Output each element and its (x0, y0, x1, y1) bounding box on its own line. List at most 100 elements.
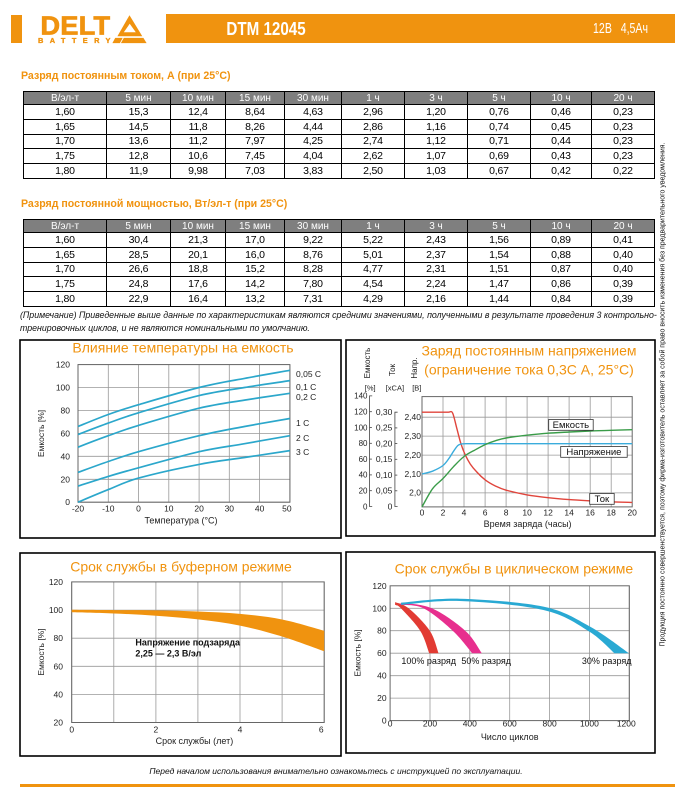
svg-text:0,10: 0,10 (376, 469, 393, 479)
svg-text:100% разряд: 100% разряд (402, 656, 457, 666)
svg-text:0: 0 (363, 502, 368, 511)
svg-text:2,10: 2,10 (405, 468, 422, 478)
svg-text:Емкость [%]: Емкость [%] (36, 628, 46, 675)
svg-text:400: 400 (463, 719, 477, 729)
svg-text:100: 100 (373, 603, 387, 613)
svg-text:80: 80 (61, 405, 71, 415)
svg-text:40: 40 (377, 671, 387, 681)
svg-text:2,0: 2,0 (409, 487, 421, 497)
svg-text:Срок службы (лет): Срок службы (лет) (156, 736, 234, 746)
svg-text:Емкость [%]: Емкость [%] (353, 629, 363, 676)
svg-text:1200: 1200 (617, 719, 636, 729)
svg-text:6: 6 (319, 724, 324, 734)
svg-text:60: 60 (359, 454, 368, 463)
svg-text:2,25 — 2,3 В/эл: 2,25 — 2,3 В/эл (136, 648, 202, 658)
svg-text:50: 50 (282, 503, 292, 513)
svg-text:Напр.: Напр. (410, 357, 419, 378)
svg-text:100: 100 (49, 605, 63, 615)
svg-text:20: 20 (628, 507, 638, 517)
svg-text:(ограничение тока 0,3С А, 25°С: (ограничение тока 0,3С А, 25°С) (424, 361, 634, 377)
svg-text:30% разряд: 30% разряд (582, 656, 632, 666)
svg-text:50% разряд: 50% разряд (462, 656, 512, 666)
svg-text:16: 16 (586, 507, 596, 517)
svg-text:0: 0 (66, 497, 71, 507)
svg-text:40: 40 (61, 451, 71, 461)
svg-text:0,05 C: 0,05 C (296, 369, 321, 379)
svg-text:BATTERY: BATTERY (38, 36, 117, 45)
svg-text:Напряжение подзаряда: Напряжение подзаряда (136, 637, 242, 647)
svg-text:Емкость: Емкость (363, 347, 372, 378)
svg-text:[В]: [В] (413, 383, 422, 392)
svg-text:Ток: Ток (388, 363, 397, 376)
svg-text:2,30: 2,30 (405, 430, 422, 440)
svg-text:-10: -10 (102, 503, 115, 513)
svg-text:Емкость [%]: Емкость [%] (36, 409, 46, 456)
svg-text:120: 120 (354, 407, 368, 416)
svg-text:120: 120 (56, 359, 70, 369)
svg-text:2,40: 2,40 (405, 412, 422, 422)
svg-text:0: 0 (420, 507, 425, 517)
svg-text:4: 4 (462, 507, 467, 517)
svg-text:2: 2 (154, 724, 159, 734)
svg-text:14: 14 (565, 507, 575, 517)
svg-text:20: 20 (359, 486, 368, 495)
svg-text:20: 20 (61, 474, 71, 484)
svg-text:60: 60 (377, 648, 387, 658)
svg-text:[%]: [%] (365, 383, 376, 392)
svg-text:0: 0 (388, 719, 393, 729)
svg-text:2 C: 2 C (296, 433, 309, 443)
svg-text:80: 80 (54, 633, 64, 643)
svg-text:0,25: 0,25 (376, 422, 393, 432)
svg-text:600: 600 (503, 719, 517, 729)
svg-text:2: 2 (441, 507, 446, 517)
svg-text:0,30: 0,30 (376, 407, 393, 417)
svg-text:1000: 1000 (580, 719, 599, 729)
svg-text:3 C: 3 C (296, 447, 309, 457)
svg-text:60: 60 (54, 661, 64, 671)
svg-text:20: 20 (54, 717, 64, 727)
svg-text:Время заряда (часы): Время заряда (часы) (484, 519, 572, 529)
svg-text:12: 12 (544, 507, 554, 517)
svg-text:Емкость: Емкость (553, 420, 590, 431)
svg-text:0: 0 (70, 724, 75, 734)
svg-text:DELT: DELT (41, 13, 111, 40)
svg-text:Ток: Ток (595, 494, 610, 505)
svg-text:30: 30 (225, 503, 235, 513)
svg-text:-20: -20 (72, 503, 85, 513)
svg-text:1 C: 1 C (296, 418, 309, 428)
svg-text:2,20: 2,20 (405, 449, 422, 459)
svg-text:4: 4 (238, 724, 243, 734)
svg-text:20: 20 (195, 503, 205, 513)
svg-text:Срок службы в буферном режиме: Срок службы в буферном режиме (71, 558, 293, 574)
svg-text:140: 140 (354, 391, 368, 400)
svg-text:120: 120 (373, 581, 387, 591)
svg-text:8: 8 (504, 507, 509, 517)
svg-text:Заряд постоянным напряжением: Заряд постоянным напряжением (422, 342, 637, 358)
svg-text:Число циклов: Число циклов (481, 732, 539, 742)
svg-text:60: 60 (61, 428, 71, 438)
svg-text:80: 80 (377, 626, 387, 636)
svg-text:10: 10 (523, 507, 533, 517)
svg-text:18: 18 (607, 507, 617, 517)
svg-text:0,2 C: 0,2 C (296, 392, 316, 402)
svg-text:Влияние температуры на емкость: Влияние температуры на емкость (73, 339, 294, 355)
svg-text:Срок службы в циклическом режи: Срок службы в циклическом режиме (395, 561, 634, 577)
svg-text:80: 80 (359, 439, 368, 448)
svg-text:40: 40 (54, 689, 64, 699)
svg-text:0,15: 0,15 (376, 454, 393, 464)
svg-text:40: 40 (255, 503, 265, 513)
svg-text:120: 120 (49, 577, 63, 587)
svg-text:0,20: 0,20 (376, 438, 393, 448)
svg-text:[xCA]: [xCA] (386, 383, 404, 392)
svg-text:0: 0 (382, 716, 387, 726)
svg-text:0: 0 (136, 503, 141, 513)
svg-text:20: 20 (377, 693, 387, 703)
svg-text:Температура (°C): Температура (°C) (145, 515, 218, 525)
svg-text:0,1 C: 0,1 C (296, 382, 316, 392)
svg-text:Напряжение: Напряжение (567, 447, 622, 458)
svg-text:0,05: 0,05 (376, 485, 393, 495)
svg-text:800: 800 (543, 719, 557, 729)
svg-text:100: 100 (354, 423, 368, 432)
svg-text:0: 0 (388, 501, 393, 511)
svg-text:200: 200 (423, 719, 437, 729)
